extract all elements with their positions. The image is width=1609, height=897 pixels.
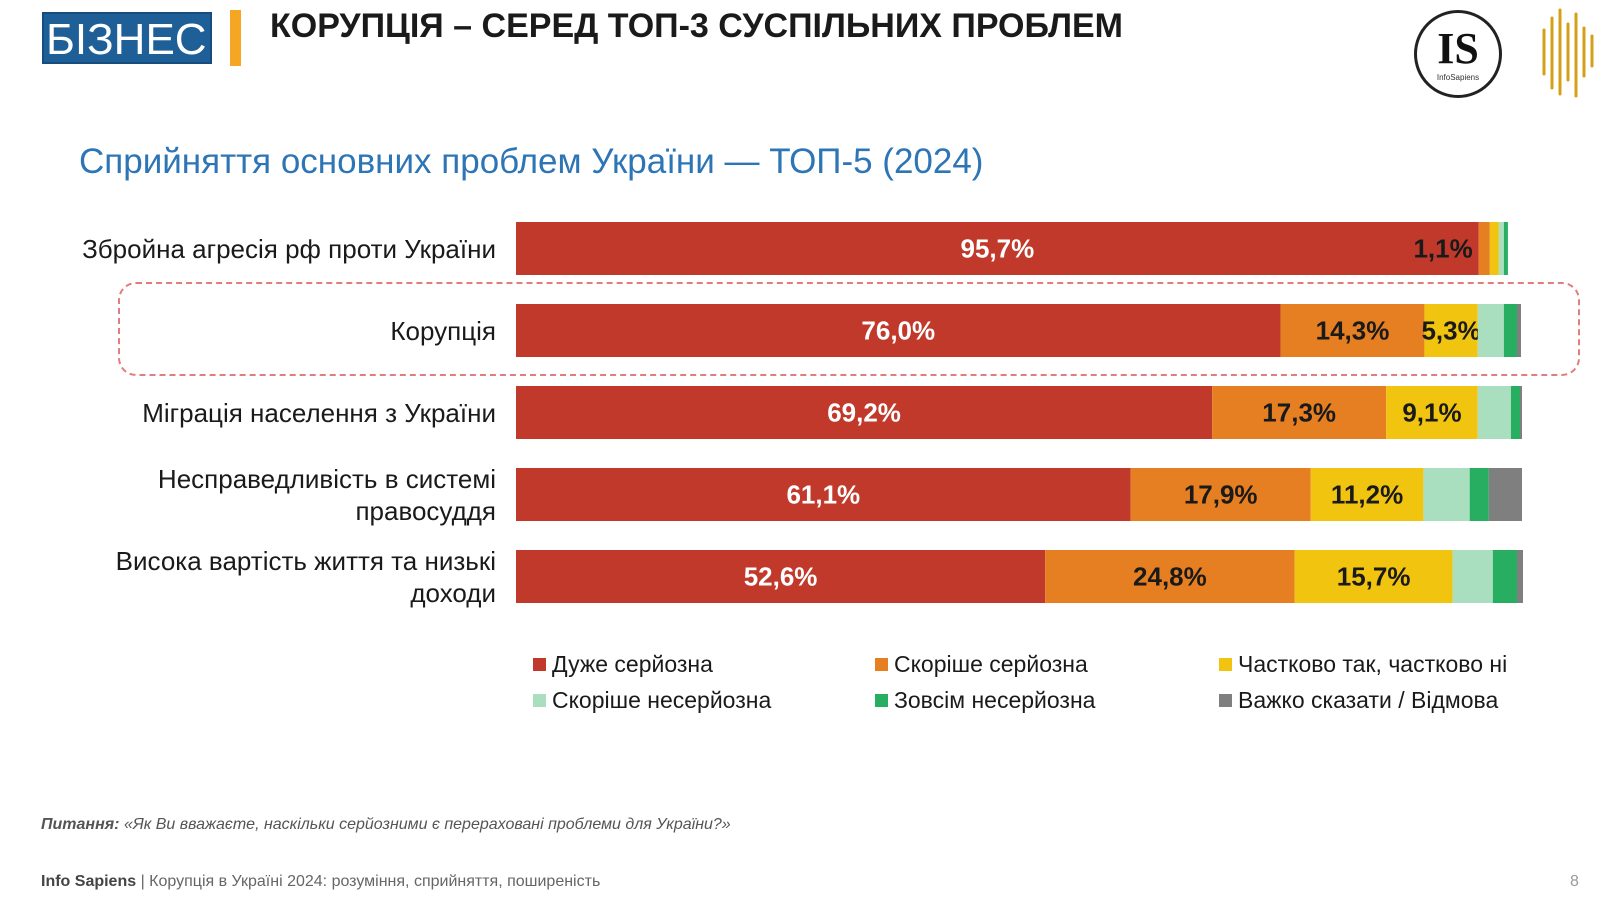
legend-swatch	[1219, 658, 1232, 671]
data-label: 61,1%	[786, 480, 860, 510]
bar-segment	[1510, 386, 1520, 439]
bar-segment	[1503, 222, 1508, 275]
data-label: 24,8%	[1133, 562, 1207, 592]
bar-segment	[1310, 468, 1424, 521]
bar-segment	[516, 468, 1131, 521]
legend-label: Важко сказати / Відмова	[1238, 687, 1499, 713]
chart-legend: Дуже серйозна Скоріше серйозна Частково та…	[533, 650, 1573, 730]
data-label: 11,2%	[1331, 480, 1403, 510]
category-label-line: правосуддя	[355, 495, 496, 526]
survey-question: Питання: «Як Ви вважаєте, наскільки серй…	[41, 816, 731, 834]
legend-swatch	[875, 694, 888, 707]
category-label-line: доходи	[410, 577, 496, 608]
category-label-line: Висока вартість життя та низькі	[115, 545, 496, 576]
logo-letters: IS	[1437, 24, 1479, 73]
bars-logo-icon	[1542, 8, 1594, 98]
legend-swatch	[533, 658, 546, 671]
bar-segment	[1492, 550, 1517, 603]
data-label: 17,3%	[1262, 398, 1336, 428]
legend-item: Частково так, частково ні	[1219, 650, 1507, 678]
bar-segment	[1489, 222, 1499, 275]
category-label: Несправедливість в системі правосуддя	[158, 463, 496, 527]
footer: Info Sapiens | Корупція в Україні 2024: …	[41, 873, 600, 891]
legend-label: Скоріше серйозна	[894, 651, 1088, 677]
bar-segment	[1423, 468, 1470, 521]
category-label: Корупція	[390, 315, 496, 347]
category-label: Міграція населення з України	[142, 397, 496, 429]
bar-segment	[1519, 386, 1522, 439]
category-label: Збройна агресія рф проти України	[82, 233, 496, 265]
category-label-line: Несправедливість в системі	[157, 463, 496, 494]
legend-label: Дуже серйозна	[552, 651, 713, 677]
footer-text: | Корупція в Україні 2024: розуміння, сп…	[140, 873, 601, 890]
legend-label: Частково так, частково ні	[1238, 651, 1508, 677]
brand-accent-bar	[230, 10, 241, 66]
legend-swatch	[875, 658, 888, 671]
legend-item: Дуже серйозна	[533, 650, 713, 678]
data-label: 17,9%	[1184, 480, 1258, 510]
legend-item: Зовсім несерйозна	[875, 686, 1095, 714]
category-label-line: Корупція	[390, 315, 496, 346]
bar-segment	[1516, 550, 1524, 603]
bar-segment	[1452, 550, 1493, 603]
question-text: «Як Ви вважаєте, наскільки серйозними є …	[123, 816, 731, 833]
category-label-line: Міграція населення з України	[142, 397, 496, 428]
data-label: 15,7%	[1337, 562, 1411, 592]
bar-segment	[1386, 386, 1478, 439]
page-number: 8	[1570, 873, 1579, 890]
legend-label: Скоріше несерйозна	[552, 687, 772, 713]
category-label-line: Збройна агресія рф проти України	[82, 233, 496, 264]
bar-segment	[1498, 222, 1504, 275]
data-label: 1,1%	[1413, 234, 1472, 264]
footer-brand: Info Sapiens	[41, 873, 137, 890]
brand-badge: БІЗНЕС	[42, 12, 212, 64]
legend-item: Скоріше несерйозна	[533, 686, 771, 714]
category-label: Висока вартість життя та низькі доходи	[116, 545, 496, 609]
legend-swatch	[533, 694, 546, 707]
page-title: КОРУПЦІЯ – СЕРЕД ТОП-3 СУСПІЛЬНИХ ПРОБЛЕ…	[270, 7, 1123, 45]
bar-segment	[1130, 468, 1311, 521]
data-label: 9,1%	[1402, 398, 1461, 428]
bar-segment	[1469, 468, 1489, 521]
legend-item: Скоріше серйозна	[875, 650, 1088, 678]
data-label: 69,2%	[827, 398, 901, 428]
bar-segment	[1045, 550, 1295, 603]
bar-segment	[1488, 468, 1522, 521]
bar-segment	[516, 386, 1213, 439]
logo-subtext: InfoSapiens	[1436, 73, 1480, 82]
data-label: 95,7%	[961, 234, 1035, 264]
question-label: Питання:	[41, 816, 120, 833]
info-sapiens-logo: IS InfoSapiens	[1414, 10, 1502, 98]
legend-label: Зовсім несерйозна	[894, 687, 1096, 713]
legend-item: Важко сказати / Відмова	[1219, 686, 1498, 714]
legend-swatch	[1219, 694, 1232, 707]
chart-title: Сприйняття основних проблем України — ТО…	[79, 142, 984, 181]
bar-segment	[516, 222, 1479, 275]
bar-segment	[1477, 386, 1511, 439]
bar-segment	[1294, 550, 1453, 603]
data-label: 52,6%	[744, 562, 818, 592]
bar-segment	[516, 550, 1046, 603]
bar-segment	[1212, 386, 1387, 439]
highlight-frame	[118, 282, 1580, 376]
bar-segment	[1478, 222, 1490, 275]
